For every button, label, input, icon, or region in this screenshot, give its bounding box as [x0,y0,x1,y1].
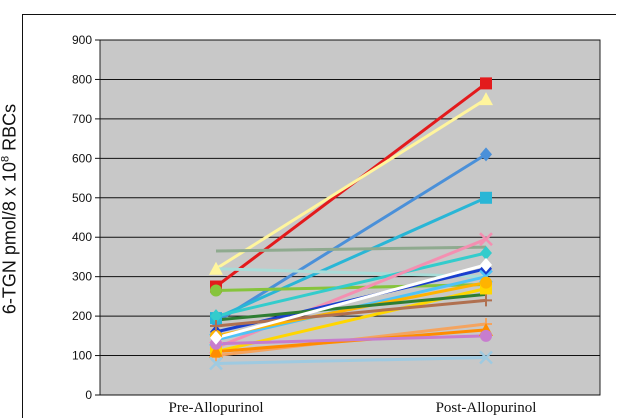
series-line [215,292,487,322]
marker-diamond [210,309,222,324]
marker-triangle [209,261,223,275]
series-line [215,267,487,279]
series-markers [209,77,493,371]
series-line [215,153,487,324]
plot-area [99,39,601,396]
series-line [215,263,487,340]
marker-circle [210,284,222,297]
y-tick-label: 900 [72,33,92,47]
y-tick-label: 200 [72,309,92,323]
y-tick-label: 700 [72,112,92,126]
marker-plus [210,319,222,332]
series-line [215,298,487,328]
y-tick-label: 0 [85,388,92,402]
marker-x [479,350,493,365]
marker-circle [480,276,492,289]
marker-diamond [480,147,492,162]
series-line [215,251,487,318]
y-tick-label: 100 [72,349,92,363]
series-line [215,97,487,271]
series-line [215,356,487,365]
marker-plus [480,294,492,307]
y-tick-label: 400 [72,230,92,244]
series-line [215,283,487,292]
y-tick-label: 300 [72,270,92,284]
y-tick-label: 500 [72,191,92,205]
marker-triangle [479,92,493,106]
marker-square [480,191,492,204]
x-category-labels: Pre-Allopurinol Post-Allopurinol [169,400,537,416]
y-tick-label: 800 [72,72,92,86]
series-lines [215,82,487,365]
marker-diamond [480,246,492,260]
marker-square [480,77,492,90]
y-tick-labels: 0 100 200 300 400 500 600 700 800 900 [72,33,92,402]
x-category-label: Post-Allopurinol [436,400,537,416]
y-tick-label: 600 [72,151,92,165]
chart-frame [22,14,616,418]
marker-diamond [480,257,492,272]
x-category-label: Pre-Allopurinol [169,400,264,416]
marker-circle [480,329,492,342]
marker-triangle [209,344,223,358]
marker-x [479,232,493,247]
marker-x [209,356,223,371]
series-line [215,196,487,320]
series-line [215,334,487,346]
series-line [215,245,487,253]
marker-diamond [210,330,222,345]
